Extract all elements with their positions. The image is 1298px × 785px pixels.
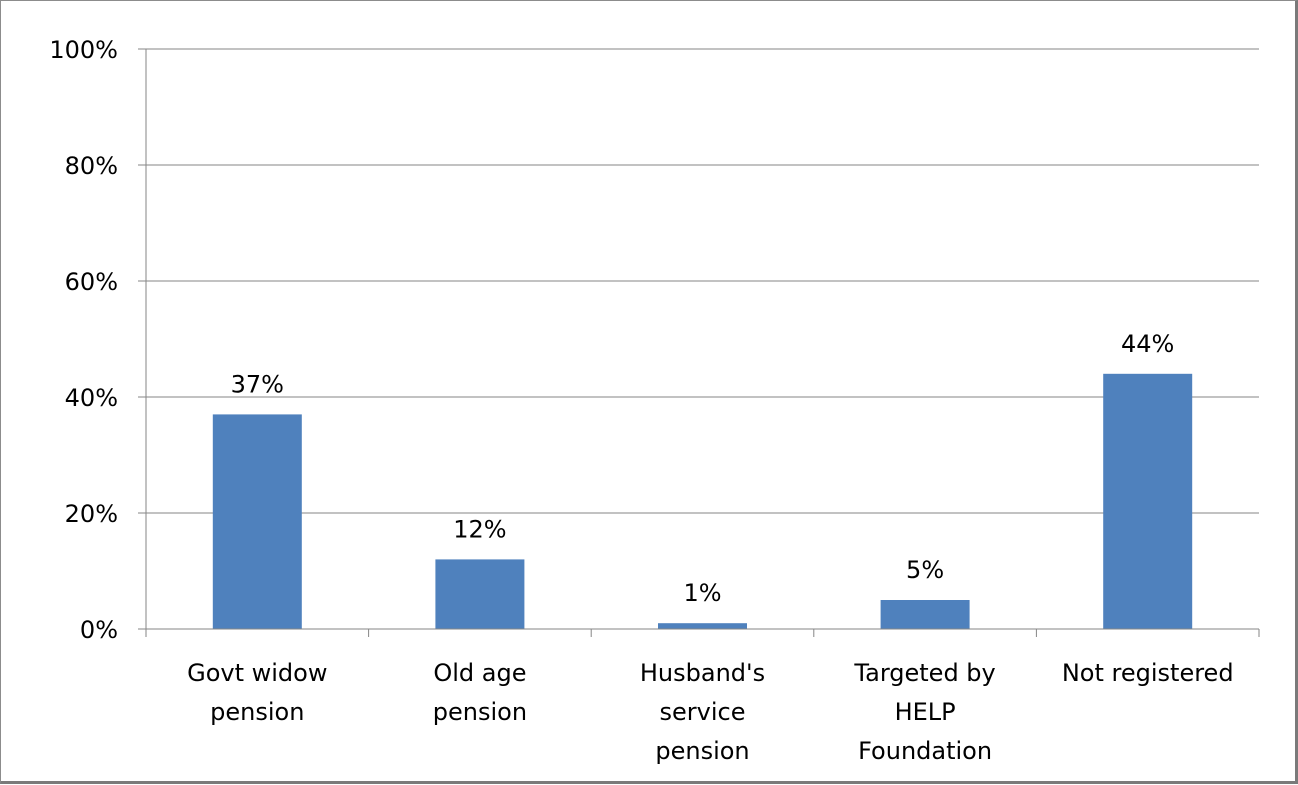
data-label: 5% [906, 556, 944, 584]
axes [138, 48, 1260, 637]
bar [880, 600, 970, 629]
y-tick-label: 60% [65, 268, 118, 296]
bar [435, 559, 525, 629]
y-tick-label: 100% [49, 36, 118, 64]
y-tick-label: 0% [80, 616, 118, 644]
data-label: 44% [1121, 330, 1174, 358]
data-labels: 37% 12% 1% 5% 44% [231, 330, 1175, 607]
gridlines [146, 48, 1259, 514]
bar [658, 623, 747, 629]
y-tick-label: 80% [65, 152, 118, 180]
x-category-label: Govt widow [187, 659, 327, 687]
x-category-label: Targeted by [853, 659, 995, 687]
y-tick-label: 40% [65, 384, 118, 412]
x-category-label: pension [433, 698, 527, 726]
data-label: 12% [453, 515, 506, 543]
data-label: 1% [683, 579, 721, 607]
x-category-label: Not registered [1062, 659, 1234, 687]
bar [212, 414, 302, 629]
y-tick-label: 20% [65, 500, 118, 528]
x-category-label: Foundation [858, 737, 992, 765]
x-category-label: pension [210, 698, 304, 726]
data-label: 37% [231, 370, 284, 398]
y-tick-labels: 0% 20% 40% 60% 80% 100% [49, 36, 118, 644]
x-category-label: service [660, 698, 746, 726]
x-category-labels: Govt widow pension Old age pension Husband's… [187, 659, 1233, 765]
x-category-label: pension [655, 737, 749, 765]
x-category-label: Old age [433, 659, 526, 687]
x-category-label: HELP [895, 698, 956, 726]
bar [1103, 373, 1193, 629]
bars [212, 373, 1193, 629]
x-category-label: Husband's [640, 659, 765, 687]
